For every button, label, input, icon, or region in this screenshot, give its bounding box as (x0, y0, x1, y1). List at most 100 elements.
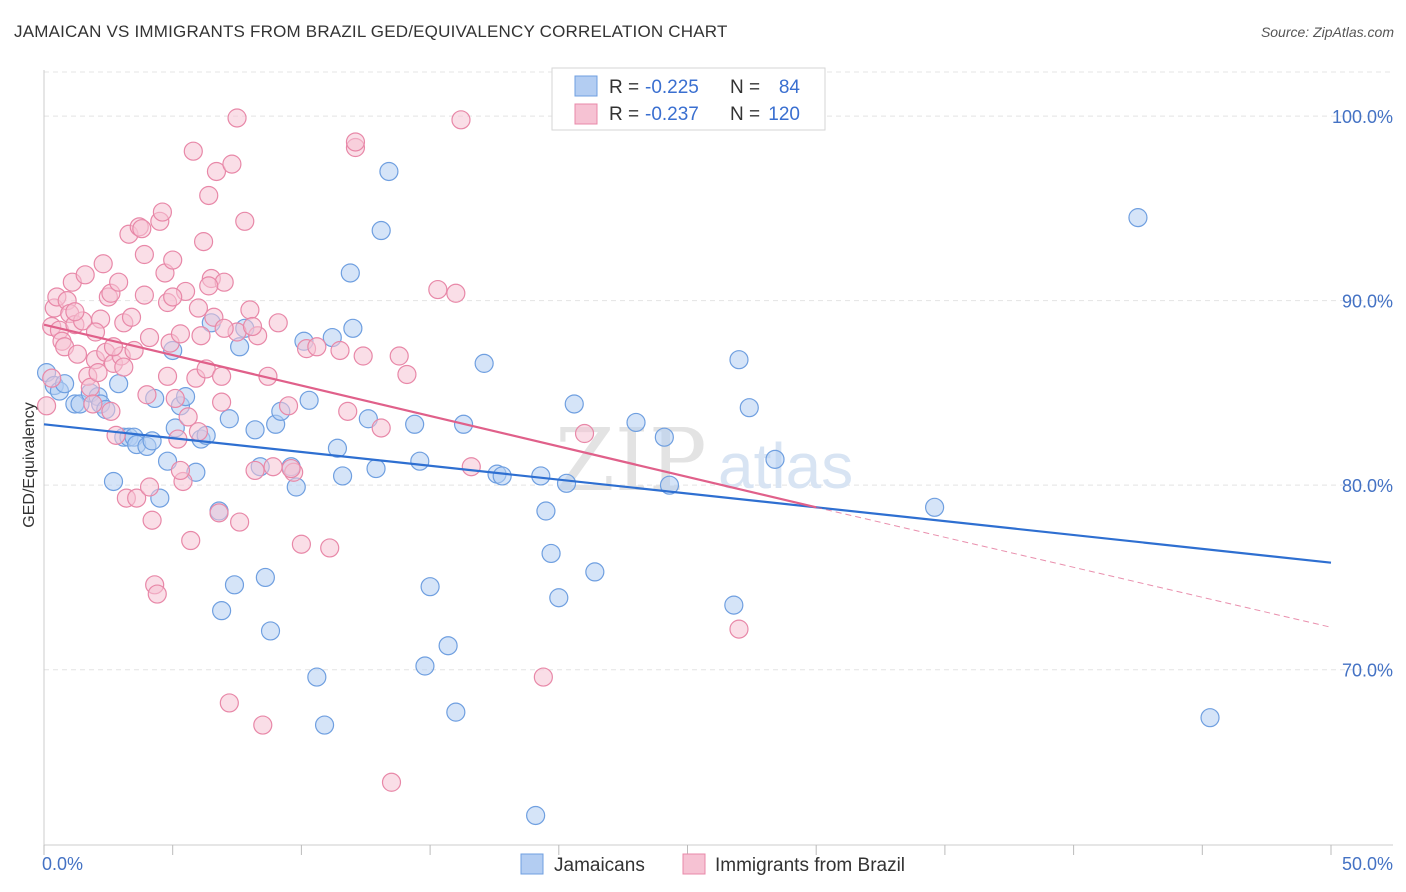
brazil-point-111 (281, 458, 301, 479)
brazil-point-107 (188, 422, 209, 442)
brazil-points (36, 108, 749, 792)
brazil-point-118 (199, 276, 219, 296)
y-tick-label-1: 80.0% (1342, 476, 1393, 496)
brazil-point-54 (183, 141, 203, 161)
brazil-point-52 (178, 407, 198, 427)
brazil-point-56 (188, 298, 209, 318)
brazil-point-63 (206, 161, 227, 182)
jamaican-point-11 (109, 374, 129, 394)
brazil-point-119 (214, 318, 234, 338)
brazil-point-38 (142, 510, 162, 530)
brazil-point-36 (137, 385, 157, 405)
brazil-point-32 (127, 488, 147, 508)
brazil-point-97 (574, 423, 595, 444)
brazil-point-49 (170, 324, 191, 344)
brazil-point-114 (75, 265, 95, 285)
legend-r-value-1: -0.225 (645, 77, 699, 98)
brazil-point-57 (191, 326, 211, 346)
brazil-point-91 (397, 364, 417, 385)
jamaican-point-45 (307, 667, 327, 687)
bottom-legend-brazil: Immigrants from Brazil (715, 855, 905, 876)
jamaican-point-80 (765, 449, 785, 469)
brazil-point-104 (139, 327, 160, 348)
legend-r-label-1: R = (609, 77, 639, 98)
brazil-point-94 (451, 110, 471, 130)
jamaican-point-69 (541, 543, 561, 564)
jamaican-point-75 (654, 427, 674, 447)
jamaican-point-49 (332, 466, 353, 486)
brazil-point-116 (134, 244, 154, 265)
jamaican-point-10 (103, 471, 124, 492)
jamaican-point-74 (626, 412, 646, 433)
bottom-legend-swatch-brazil (682, 853, 706, 875)
brazil-point-15 (83, 394, 103, 414)
jamaican-point-44 (299, 390, 319, 410)
brazil-point-110 (242, 316, 263, 337)
brazil-point-47 (165, 388, 185, 409)
legend-n-label-2: N = (730, 104, 760, 125)
brazil-point-67 (219, 693, 239, 713)
jamaican-point-37 (255, 567, 275, 588)
jamaican-point-57 (410, 451, 430, 471)
brazil-trendline (43, 323, 817, 509)
jamaican-point-70 (549, 588, 569, 608)
y-tick-labels: 70.0% 80.0% 90.0% 100.0% (1332, 107, 1393, 681)
brazil-point-17 (88, 363, 108, 383)
jamaican-point-73 (585, 562, 605, 582)
brazil-point-70 (230, 512, 250, 532)
jamaican-point-81 (925, 497, 945, 517)
brazil-point-60 (199, 185, 219, 206)
axes (43, 70, 1393, 855)
brazil-point-35 (134, 285, 154, 305)
jamaican-point-66 (526, 805, 546, 826)
brazil-point-112 (338, 401, 358, 421)
jamaican-point-55 (379, 161, 399, 182)
jamaican-point-68 (536, 501, 556, 521)
brazil-point-90 (389, 346, 409, 366)
brazil-point-85 (330, 340, 350, 361)
jamaican-point-83 (1200, 708, 1220, 728)
top-legend: R = -0.225 N = 84 R = -0.237 N = 120 (551, 67, 826, 131)
brazil-point-100 (65, 302, 85, 322)
brazil-point-95 (461, 457, 481, 477)
jamaicans-points (36, 161, 1220, 826)
jamaican-point-77 (724, 595, 744, 615)
brazil-point-106 (170, 460, 191, 481)
brazil-point-84 (320, 538, 340, 558)
brazil-point-73 (245, 460, 265, 481)
brazil-point-46 (163, 250, 183, 270)
brazil-point-64 (209, 503, 229, 523)
brazil-point-37 (139, 477, 160, 497)
brazil-point-42 (152, 202, 173, 222)
legend-swatch-jamaicans (574, 75, 598, 97)
brazil-point-71 (235, 211, 255, 231)
brazil-point-103 (114, 357, 134, 377)
jamaican-point-71 (556, 473, 577, 493)
jamaicans-trendline (43, 423, 1332, 564)
brazil-point-96 (533, 667, 553, 687)
jamaican-point-51 (343, 318, 363, 338)
bottom-legend-jamaicans: Jamaicans (554, 855, 645, 876)
jamaican-point-79 (739, 398, 759, 418)
brazil-point-24 (106, 425, 126, 445)
legend-r-label-2: R = (609, 104, 639, 125)
brazil-point-30 (121, 307, 142, 327)
legend-swatch-brazil (574, 103, 598, 125)
brazil-point-88 (371, 418, 391, 438)
brazil-point-34 (132, 219, 152, 239)
jamaican-point-60 (438, 636, 458, 656)
brazil-point-72 (240, 300, 260, 320)
brazil-point-25 (109, 272, 129, 292)
brazil-point-75 (253, 715, 273, 735)
jamaican-point-61 (446, 702, 466, 722)
brazil-point-98 (729, 619, 749, 639)
brazil-point-83 (307, 337, 327, 357)
jamaican-point-56 (405, 414, 425, 434)
brazil-point-11 (67, 344, 88, 364)
jamaican-point-59 (420, 577, 440, 597)
jamaican-point-31 (219, 409, 239, 429)
brazil-point-65 (212, 392, 232, 412)
jamaican-point-50 (340, 263, 360, 283)
brazil-point-68 (222, 154, 242, 174)
